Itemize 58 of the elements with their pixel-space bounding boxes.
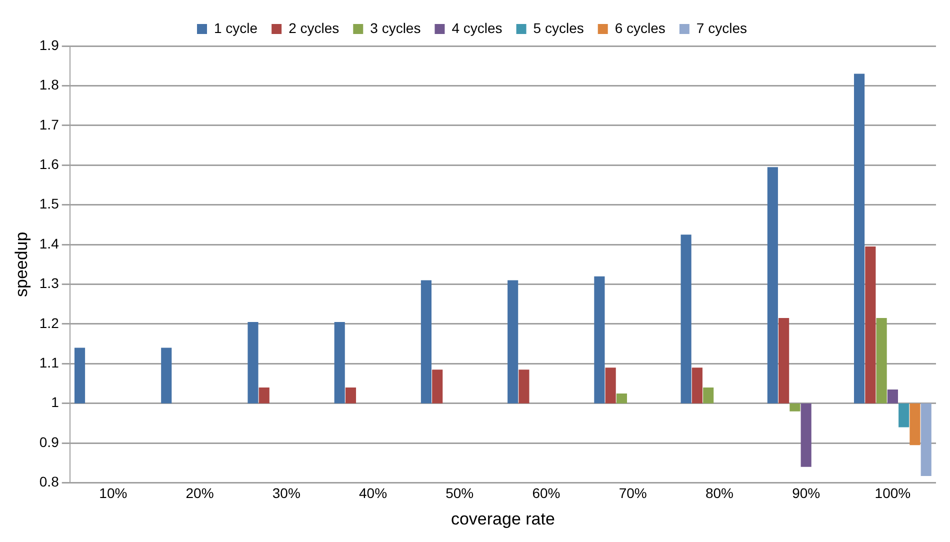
legend-label: 2 cycles (288, 20, 340, 36)
y-tick-label: 1.6 (39, 156, 60, 172)
x-axis-title: coverage rate (450, 509, 555, 528)
bar (876, 318, 887, 404)
y-tick-label: 1.7 (39, 116, 60, 132)
bar (334, 322, 345, 404)
bar (920, 403, 932, 476)
x-tick-label: 40% (358, 485, 388, 502)
y-axis-title: speedup (12, 232, 31, 298)
legend-label: 6 cycles (614, 20, 666, 36)
x-tick-label: 90% (792, 485, 820, 502)
legend-label: 4 cycles (452, 20, 502, 36)
bar (258, 388, 270, 404)
y-tick-label: 1 (51, 394, 60, 410)
bar (432, 370, 443, 404)
bar (74, 348, 86, 404)
bar (790, 403, 800, 412)
y-tick-label: 1.4 (39, 235, 60, 252)
bar (518, 370, 530, 404)
bar (865, 246, 876, 404)
bar (692, 368, 702, 404)
x-tick-label: 30% (272, 485, 300, 502)
x-tick-label: 10% (99, 485, 128, 502)
bar (778, 318, 790, 404)
bar (594, 276, 605, 404)
y-tick-label: 1.5 (39, 196, 60, 212)
bar (898, 403, 910, 428)
bar (616, 393, 628, 404)
x-tick-label: 100% (874, 485, 911, 502)
y-tick-label: 1.9 (39, 36, 60, 53)
bar (605, 368, 616, 404)
y-tick-label: 1.8 (39, 76, 60, 93)
legend-label: 5 cycles (533, 20, 584, 36)
x-tick-label: 80% (705, 485, 734, 502)
bar (703, 388, 714, 404)
bar (854, 74, 865, 404)
bar (345, 388, 356, 404)
x-tick-label: 60% (532, 485, 560, 502)
bar (910, 403, 920, 446)
y-tick-label: 1.1 (39, 354, 60, 371)
bar (887, 389, 898, 404)
bar (248, 322, 258, 404)
legend-label: 7 cycles (696, 20, 748, 36)
bar (800, 403, 812, 467)
legend-label: 1 cycle (214, 20, 258, 36)
y-tick-label: 0.8 (39, 474, 60, 490)
bar (161, 348, 172, 404)
x-tick-label: 70% (618, 485, 647, 502)
bar (680, 234, 692, 404)
bar (420, 280, 432, 404)
legend-label: 3 cycles (370, 20, 421, 36)
x-tick-label: 50% (446, 485, 474, 502)
bar (767, 167, 778, 404)
bar (508, 280, 518, 404)
x-tick-label: 20% (186, 485, 214, 502)
y-tick-label: 0.9 (39, 434, 60, 450)
y-tick-label: 1.2 (39, 314, 60, 331)
y-tick-label: 1.3 (39, 275, 60, 292)
